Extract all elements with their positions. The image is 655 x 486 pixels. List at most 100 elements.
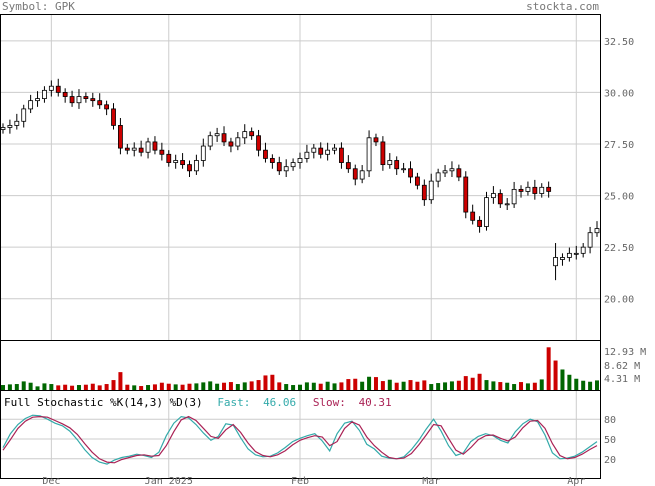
candle-body [553, 257, 558, 267]
stochastic-axis: 80 50 20 [604, 415, 616, 466]
candle-body [48, 85, 54, 91]
candle-body [42, 89, 47, 99]
candle-body [428, 180, 434, 201]
volume-bar [422, 380, 427, 390]
stoch-fast-label: Fast: [217, 396, 250, 409]
candle-body [359, 170, 365, 180]
candle-body [546, 186, 552, 192]
candle-body [539, 186, 545, 194]
volume-bar [539, 379, 544, 390]
candle-body [477, 219, 482, 227]
candle-body [394, 160, 400, 170]
candle-body [242, 131, 248, 139]
candle-body [580, 246, 586, 254]
volume-axis: 12.93 M 8.62 M 4.31 M [604, 347, 646, 385]
volume-bar [298, 384, 302, 390]
volume-bar [318, 383, 323, 390]
candle-body [408, 168, 413, 178]
volume-bar [215, 383, 220, 390]
stoch-slow-line [2, 415, 598, 464]
candle-body [256, 135, 261, 151]
candle-body [421, 184, 427, 201]
volume-bar [380, 381, 385, 390]
candle-body [352, 168, 358, 180]
volume-bar [222, 382, 227, 390]
candle-body [345, 162, 351, 170]
volume-tick-label: 4.31 M [604, 374, 640, 385]
candle-body [235, 137, 241, 147]
price-tick-label: 20.00 [604, 295, 634, 306]
price-tick-label: 27.50 [604, 140, 634, 151]
volume-bar [408, 380, 413, 390]
volume-bar [249, 381, 254, 390]
x-tick-label: Mar [422, 476, 440, 486]
candle-body [504, 203, 510, 206]
candle-body [83, 96, 89, 99]
volume-bar [311, 382, 316, 390]
stoch-slow-value: 40.31 [359, 396, 392, 409]
candle-body [69, 96, 75, 104]
volume-bar [152, 384, 157, 390]
candle-body [566, 252, 572, 258]
volume-bar [187, 383, 192, 390]
volume-bar [277, 382, 282, 390]
candle-body [35, 98, 40, 102]
volume-bar [180, 384, 185, 390]
x-tick-label: Feb [291, 476, 309, 486]
candle-body [269, 158, 275, 163]
volume-bar [512, 384, 517, 390]
volume-bar [194, 383, 199, 390]
stoch-slow-label: Slow: [313, 396, 346, 409]
panel-frame [0, 390, 601, 479]
volume-bar [360, 381, 365, 390]
stoch-title: Full Stochastic %K(14,3) %D(3) [4, 396, 203, 409]
candle-body [21, 108, 27, 122]
candle-body [401, 168, 407, 171]
volume-bar [139, 386, 144, 390]
volume-bar [525, 383, 530, 390]
candle-body [124, 147, 130, 151]
volume-bar [456, 380, 461, 390]
stoch-fast-value: 46.06 [263, 396, 296, 409]
volume-bar [97, 385, 102, 390]
candle-body [587, 232, 593, 248]
volume-bar [546, 347, 551, 390]
volume-bar [588, 381, 593, 390]
volume-bar [270, 374, 275, 390]
volume-bar [532, 382, 537, 390]
price-axis: 32.50 30.00 27.50 25.00 22.50 20.00 [604, 37, 634, 306]
volume-bar [353, 378, 358, 390]
volume-bar [173, 384, 178, 390]
volume-bar [42, 383, 47, 390]
grid-lines [0, 14, 600, 478]
volume-bar [415, 381, 420, 390]
candle-body [249, 131, 255, 137]
volume-bar [201, 382, 206, 390]
site-name[interactable]: stockta.com [526, 0, 599, 13]
panel-frame [0, 340, 601, 391]
volume-bar [581, 380, 586, 390]
volume-bar [553, 360, 558, 390]
volume-bar [401, 381, 406, 390]
x-tick-label: Dec [42, 476, 60, 486]
candle-body [283, 166, 289, 172]
symbol-label: Symbol: GPK [2, 0, 75, 13]
price-tick-label: 32.50 [604, 37, 634, 48]
stochastic-lines [2, 414, 598, 465]
candle-body [166, 153, 172, 163]
candle-body [180, 160, 185, 166]
volume-bar [387, 379, 392, 390]
volume-bar [470, 377, 475, 390]
candle-body [497, 193, 503, 205]
volume-bar [70, 385, 75, 390]
candle-body [28, 100, 34, 110]
volume-bar [519, 382, 524, 390]
stoch-tick-label: 80 [604, 415, 616, 426]
candle-body [415, 176, 420, 186]
candle-body [214, 133, 220, 137]
volume-bar [166, 383, 171, 390]
candle-body [525, 186, 531, 192]
candle-body [332, 147, 337, 151]
